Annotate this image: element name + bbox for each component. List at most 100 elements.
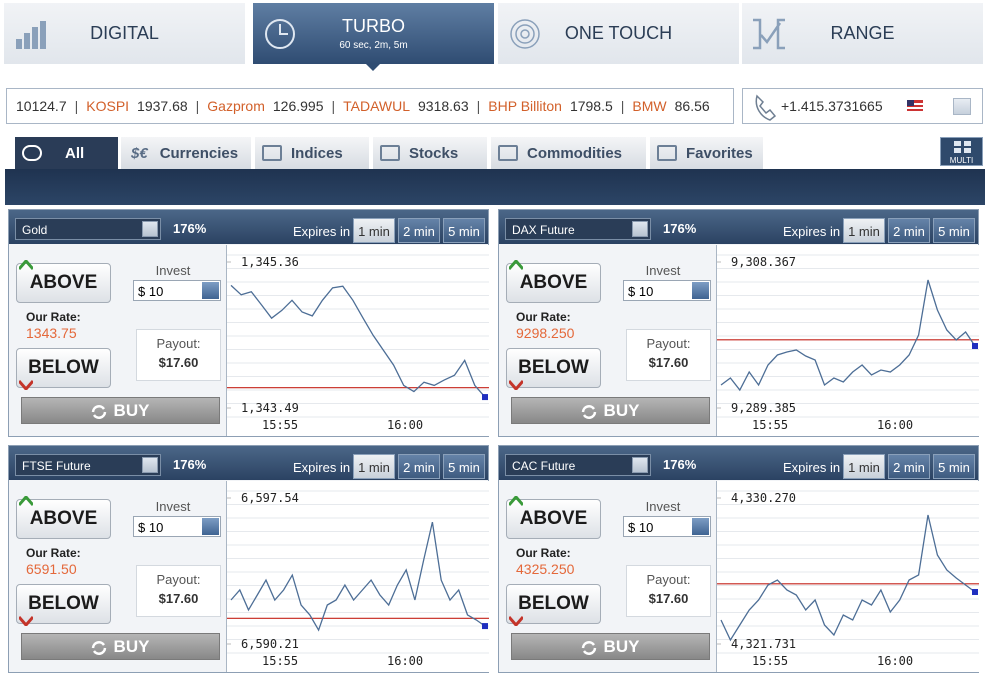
icon-part	[91, 641, 107, 655]
buy-label: BUY	[113, 400, 150, 420]
below-button[interactable]: BELOW	[506, 584, 601, 624]
buy-button[interactable]: BUY	[21, 397, 220, 424]
payout-box: Payout: $17.60	[136, 329, 221, 381]
duration-button[interactable]: 2 min	[398, 454, 440, 479]
expires-label: Expires in	[293, 224, 351, 239]
invest-label: Invest	[155, 499, 191, 514]
ticker-value: 1798.5	[569, 98, 613, 114]
tab-icon	[498, 145, 518, 161]
below-arrow	[509, 380, 523, 390]
duration-button[interactable]: 1 min	[843, 454, 885, 479]
invest-select[interactable]: $ 10	[133, 280, 221, 301]
arrow	[19, 260, 33, 270]
duration-button[interactable]: 5 min	[933, 454, 975, 479]
payout-value: $17.60	[158, 355, 199, 370]
asset-select[interactable]: FTSE Future	[15, 454, 161, 476]
flag-part	[907, 107, 923, 109]
arrow	[509, 496, 523, 506]
payout-label: Payout:	[646, 572, 691, 587]
asset-name: Gold	[22, 223, 48, 237]
invest-value: $ 10	[138, 284, 164, 299]
x-tick-label: 16:00	[387, 654, 423, 668]
duration-button[interactable]: 2 min	[398, 218, 440, 243]
select-arrow	[632, 221, 648, 237]
invest-label: Invest	[645, 499, 681, 514]
asset-tab[interactable]: Stocks	[373, 137, 487, 169]
duration-button[interactable]: 1 min	[843, 218, 885, 243]
icon-part	[753, 18, 785, 50]
y-tick-label: 9,308.367	[731, 255, 796, 269]
icon-part	[24, 33, 30, 49]
trade-panel: DAX Future 176% Expires in 1 min 2 min 5 min A…	[498, 209, 979, 437]
product-tab[interactable]: TURBO 60 sec, 2m, 5m	[253, 3, 494, 64]
refresh-icon	[91, 405, 107, 419]
duration-button[interactable]: 5 min	[443, 218, 485, 243]
asset-name: FTSE Future	[22, 459, 91, 473]
buy-button[interactable]: BUY	[511, 633, 710, 660]
separator: |	[331, 98, 336, 114]
rate-value: 4325.250	[516, 561, 575, 577]
asset-select[interactable]: Gold	[15, 218, 161, 240]
above-button[interactable]: ABOVE	[506, 263, 601, 303]
asset-select[interactable]: DAX Future	[505, 218, 651, 240]
duration-button[interactable]: 2 min	[888, 218, 930, 243]
ticker-value: 10124.7	[16, 98, 67, 114]
dropdown[interactable]	[953, 98, 971, 115]
payout-label: Payout:	[646, 336, 691, 351]
icon-part	[964, 141, 971, 146]
y-tick-label: 6,590.21	[241, 637, 299, 651]
icon-part	[40, 21, 46, 49]
icon-part	[964, 148, 971, 153]
asset-tab[interactable]: $€ Currencies	[121, 137, 251, 169]
payout-label: Payout:	[156, 572, 201, 587]
buy-label: BUY	[603, 400, 640, 420]
invest-value: $ 10	[138, 520, 164, 535]
arrow	[509, 616, 523, 626]
tab-label: Stocks	[409, 144, 459, 162]
product-tab[interactable]: DIGITAL	[4, 3, 245, 64]
duration-button[interactable]: 2 min	[888, 454, 930, 479]
y-tick-label: 1,345.36	[241, 255, 299, 269]
invest-select[interactable]: $ 10	[623, 516, 711, 537]
refresh-icon	[91, 641, 107, 655]
duration-button[interactable]: 5 min	[933, 218, 975, 243]
icon-part	[380, 145, 400, 161]
x-tick-label: 15:55	[752, 418, 788, 432]
buy-button[interactable]: BUY	[511, 397, 710, 424]
arrow	[19, 616, 33, 626]
above-button[interactable]: ABOVE	[16, 499, 111, 539]
asset-tab[interactable]: Indices	[255, 137, 369, 169]
x-tick-label: 15:55	[262, 418, 298, 432]
select-arrow	[202, 518, 219, 535]
invest-select[interactable]: $ 10	[133, 516, 221, 537]
x-tick-label: 16:00	[877, 418, 913, 432]
ticker-value: 86.56	[674, 98, 710, 114]
buy-button[interactable]: BUY	[21, 633, 220, 660]
separator: |	[620, 98, 625, 114]
expires-label: Expires in	[293, 460, 351, 475]
rate-value: 9298.250	[516, 325, 575, 341]
multi-button[interactable]: MULTI	[940, 137, 983, 166]
asset-tab[interactable]: Commodities	[491, 137, 646, 169]
asset-name: DAX Future	[512, 223, 575, 237]
trade-panel: Gold 176% Expires in 1 min 2 min 5 min ABOVE BE…	[8, 209, 489, 437]
tab-icon	[262, 145, 282, 161]
asset-tab[interactable]: All	[15, 137, 118, 169]
icon-part	[954, 141, 961, 146]
profit: 176%	[173, 221, 207, 236]
duration-button[interactable]: 5 min	[443, 454, 485, 479]
tab-icon	[265, 19, 295, 49]
y-tick-label: 4,330.270	[731, 491, 796, 505]
flag-part	[907, 100, 923, 111]
buy-label: BUY	[603, 636, 640, 656]
invest-select[interactable]: $ 10	[623, 280, 711, 301]
asset-select[interactable]: CAC Future	[505, 454, 651, 476]
asset-name: CAC Future	[512, 459, 576, 473]
duration-button[interactable]: 1 min	[353, 454, 395, 479]
duration-button[interactable]: 1 min	[353, 218, 395, 243]
product-tab[interactable]: ONE TOUCH	[498, 3, 739, 64]
price-line	[230, 284, 486, 398]
product-tab[interactable]: RANGE	[742, 3, 983, 64]
asset-tab[interactable]: Favorites	[650, 137, 763, 169]
tab-label: All	[65, 144, 85, 162]
